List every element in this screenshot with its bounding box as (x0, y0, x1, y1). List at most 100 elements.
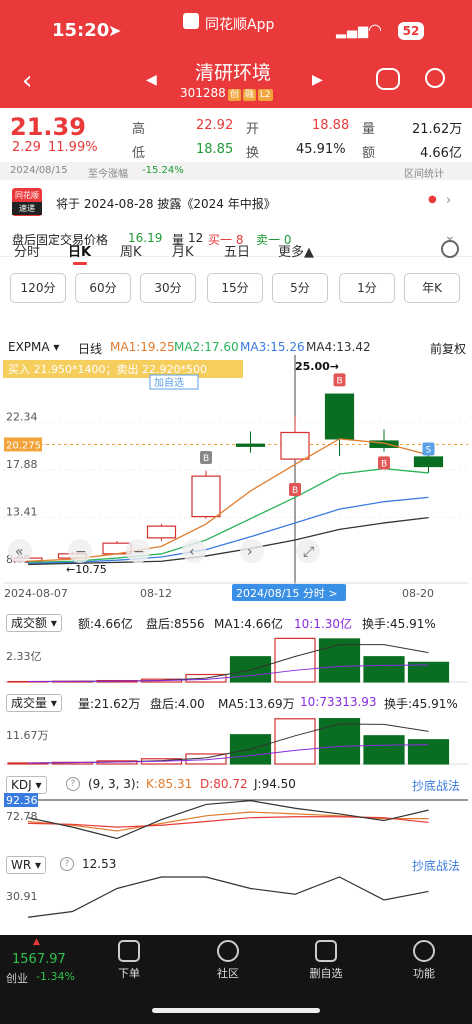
kdj-y-label: 72.78 (6, 810, 38, 823)
after-hours-price: 16.19 (128, 231, 163, 245)
candle-body (146, 525, 177, 539)
period-year-k[interactable]: 年K (404, 273, 460, 303)
low-label: 低 (132, 146, 146, 161)
price-change: 2.29 (12, 140, 41, 155)
prev-stock-icon[interactable]: ◀ (146, 72, 157, 88)
signal-icon: ▂▄▆ (336, 24, 369, 39)
nav-remove-watchlist[interactable]: 删自选 (296, 940, 356, 981)
help-icon[interactable]: ? (66, 777, 80, 791)
index-up-icon: ▲ (33, 937, 40, 947)
after-hours-sell: 卖一 0 (256, 233, 292, 247)
notice-arrow-icon[interactable]: › (446, 193, 452, 208)
candle-body (235, 443, 266, 447)
wr-chart: 30.91 (6, 876, 429, 918)
nav-functions[interactable]: 功能 (394, 940, 454, 981)
period-1m[interactable]: 1分 (339, 273, 395, 303)
nav-order[interactable]: 下单 (99, 940, 159, 981)
current-price-tag (4, 437, 42, 452)
since-value: -15.24% (142, 165, 184, 176)
kdj-strategy-link[interactable]: 抄底战法 (412, 779, 461, 793)
index-value[interactable]: 1567.97 (12, 952, 66, 967)
candle-body (369, 440, 399, 448)
selected-date-label: 2024/08/15 分时 > (236, 587, 338, 600)
y-tick-label: 22.34 (6, 410, 38, 423)
ma4-value: MA4:13.42 (306, 340, 371, 354)
last-price: 21.39 (10, 113, 86, 141)
tab-minute[interactable]: 分时 (14, 245, 41, 260)
price-adjust[interactable]: 前复权 (430, 342, 467, 356)
tab-five-day[interactable]: 五日 (224, 245, 251, 260)
amount-bar (363, 656, 405, 683)
candle-body (280, 431, 310, 460)
tooltip-box (149, 374, 199, 390)
kdj-indicator-select[interactable]: KDJ ▾ (6, 776, 47, 794)
main-indicator-select[interactable]: EXPMA ▾ (8, 340, 60, 354)
after-hours-vol: 12 (188, 231, 204, 245)
volume-ma5: MA5:13.69万 (218, 697, 295, 711)
next-stock-icon[interactable]: ▶ (312, 72, 323, 88)
amount-bar (318, 638, 361, 683)
amount-label: 额 (362, 146, 376, 161)
zoom-control-icon (8, 539, 32, 563)
home-indicator (152, 1008, 320, 1013)
amount-bar (274, 637, 316, 683)
period-30m[interactable]: 30分 (140, 273, 196, 303)
settings-icon[interactable] (441, 240, 459, 258)
period-15m[interactable]: 15分 (207, 273, 263, 303)
candle-body (324, 393, 355, 440)
amount-indicator-select[interactable]: 成交额 ▾ (6, 614, 62, 632)
amount-chart: 2.33亿 (4, 637, 468, 683)
period-60m[interactable]: 60分 (75, 273, 131, 303)
ma-line-ma3 (27, 496, 429, 565)
ma2-value: MA2:17.60 (174, 340, 239, 354)
kdj-params: (9, 3, 3): (88, 777, 140, 791)
volume-bar (363, 735, 405, 765)
volume-value: 21.62万 (412, 122, 463, 137)
wr-strategy-link[interactable]: 抄底战法 (412, 859, 461, 873)
after-hours-label: 盘后固定交易价格 (12, 233, 109, 247)
period-120m[interactable]: 120分 (10, 273, 66, 303)
amount-value: 额:4.66亿 (78, 617, 133, 631)
tab-more[interactable]: 更多▲ (278, 245, 314, 260)
trade-marker-label: B (203, 454, 209, 464)
back-icon[interactable]: ‹ (22, 66, 33, 96)
period-5m[interactable]: 5分 (272, 273, 328, 303)
after-hours-buy: 买一 8 (208, 233, 244, 247)
nav-community[interactable]: 社区 (198, 940, 258, 981)
ma1-value: MA1:19.25 (110, 340, 175, 354)
candle-body (191, 475, 221, 518)
zoom-control-glyph: ‹ (189, 544, 195, 560)
kline-chart[interactable]: 22.3417.8813.418.9520.275BBBBS25.00→←10.… (0, 355, 472, 605)
expand-icon[interactable]: ⌄ (444, 228, 456, 244)
location-icon: ➤ (108, 21, 122, 40)
amount-after-hours: 盘后:8556 (146, 617, 205, 631)
trade-marker (378, 456, 390, 470)
wr-indicator-select[interactable]: WR ▾ (6, 856, 47, 874)
zoom-control-glyph: › (247, 544, 253, 560)
stock-code: 301288 创融 L2 (180, 86, 273, 101)
high-mark: 25.00→ (295, 360, 339, 373)
x-tick-label: 08-12 (140, 587, 172, 600)
news-logo: 同花顺 速递 (12, 188, 42, 216)
volume-bar (407, 739, 450, 765)
volume-indicator-select[interactable]: 成交量 ▾ (6, 694, 62, 712)
divider (0, 256, 472, 257)
turnover-label: 换 (246, 146, 260, 161)
kdj-k: K:85.31 (146, 777, 193, 791)
search-icon[interactable] (425, 68, 445, 88)
low-value: 18.85 (196, 142, 234, 157)
y-tick-label: 13.41 (6, 506, 38, 519)
amount-ma1: MA1:4.66亿 (214, 617, 283, 631)
amount-bar (229, 656, 272, 683)
kdj-line-j (27, 800, 429, 840)
tab-week-k[interactable]: 周K (120, 245, 142, 260)
trade-marker-label: B (337, 376, 343, 386)
tab-day-k[interactable]: 日K (68, 245, 92, 260)
volume-chart: 11.67万 (4, 718, 468, 765)
range-stats-link[interactable]: 区间统计 (404, 169, 444, 180)
robot-icon[interactable] (376, 68, 400, 90)
notice-text[interactable]: 将于 2024-08-28 披露《2024 年中报》 (56, 197, 276, 211)
help-icon[interactable]: ? (60, 857, 74, 871)
tab-month-k[interactable]: 月K (172, 245, 194, 260)
ma-line-ma1 (27, 438, 429, 562)
